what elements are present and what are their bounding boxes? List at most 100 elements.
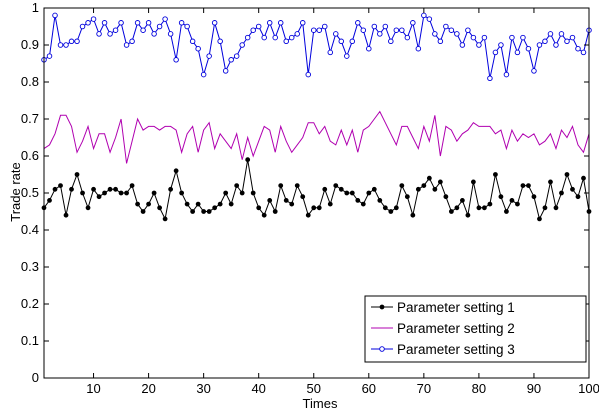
data-point-s1 (74, 172, 80, 177)
data-point-s3 (101, 20, 108, 26)
data-point-s3 (465, 27, 471, 33)
data-point-s1 (157, 205, 163, 211)
data-point-s3 (542, 38, 548, 45)
plot-marks (41, 12, 592, 222)
data-point-s3 (553, 42, 559, 48)
legend-label-3: Parameter setting 3 (397, 342, 515, 357)
data-point-s3 (151, 31, 157, 37)
data-point-s1 (454, 205, 460, 211)
data-point-s1 (261, 212, 267, 218)
data-point-s1 (140, 209, 146, 214)
data-point-s1 (184, 201, 190, 207)
data-point-s1 (476, 205, 482, 211)
y-tick-label: 0.2 (21, 296, 39, 311)
data-point-s3 (525, 45, 532, 52)
data-point-s1 (272, 209, 278, 214)
data-point-s3 (129, 38, 135, 45)
data-point-s1 (256, 205, 262, 211)
data-point-s1 (96, 194, 102, 200)
data-point-s3 (239, 42, 245, 48)
data-point-s1 (371, 186, 377, 192)
y-tick-label: 0 (32, 370, 39, 385)
data-point-s1 (344, 190, 350, 196)
data-point-s3 (448, 27, 455, 33)
data-point-s3 (481, 34, 488, 41)
data-point-s3 (96, 31, 102, 37)
data-point-s1 (316, 205, 322, 211)
series-line-3 (43, 14, 590, 79)
data-point-s1 (63, 212, 69, 218)
data-point-s1 (47, 198, 52, 203)
data-point-s1 (443, 194, 449, 200)
data-point-s1 (305, 212, 311, 218)
data-point-s3 (200, 71, 207, 78)
data-point-s3 (112, 27, 119, 33)
data-point-s3 (79, 23, 86, 30)
data-point-s3 (156, 23, 163, 30)
data-point-s3 (558, 31, 565, 37)
data-point-s3 (333, 31, 339, 37)
data-point-s3 (520, 34, 526, 41)
data-point-s3 (575, 45, 581, 52)
data-point-s3 (536, 42, 543, 48)
data-point-s3 (167, 31, 174, 37)
data-point-s1 (135, 201, 140, 207)
data-point-s3 (288, 34, 295, 41)
data-point-s3 (305, 71, 311, 78)
data-point-s1 (487, 201, 493, 207)
data-point-s3 (189, 38, 196, 45)
data-point-s3 (377, 31, 383, 37)
y-tick-label: 0.4 (21, 222, 39, 237)
data-point-s3 (173, 57, 179, 63)
data-point-s3 (118, 20, 124, 26)
y-tick-label: 0.7 (21, 111, 39, 126)
data-point-s3 (531, 68, 537, 74)
data-point-s1 (504, 209, 509, 214)
legend-marker-3 (379, 346, 385, 352)
data-point-s1 (190, 209, 196, 214)
data-point-s3 (107, 31, 113, 37)
x-tick-label: 10 (86, 381, 100, 396)
data-point-s3 (322, 23, 328, 30)
data-point-s3 (360, 27, 367, 33)
data-point-s1 (482, 205, 487, 211)
data-point-s1 (426, 175, 432, 181)
data-point-s1 (228, 201, 234, 207)
data-point-s1 (69, 186, 74, 192)
data-point-s1 (393, 205, 399, 211)
data-point-s1 (267, 198, 273, 203)
x-tick-label: 90 (527, 381, 541, 396)
data-point-s1 (520, 183, 526, 189)
data-point-s1 (570, 186, 575, 192)
data-point-s3 (266, 20, 273, 26)
data-point-s3 (327, 49, 334, 56)
series-line-1 (43, 159, 590, 221)
data-point-s3 (498, 42, 504, 48)
y-tick-label: 0.6 (21, 148, 39, 163)
data-point-s3 (63, 42, 69, 48)
data-point-s3 (46, 53, 53, 59)
data-point-s3 (426, 16, 433, 22)
data-point-s1 (294, 183, 300, 189)
data-point-s3 (299, 20, 306, 26)
data-point-s1 (223, 190, 229, 196)
data-point-s1 (107, 186, 113, 192)
data-point-s3 (404, 34, 411, 41)
data-point-s3 (123, 42, 130, 48)
data-point-s3 (90, 16, 97, 22)
data-point-s1 (432, 186, 438, 192)
data-point-s1 (382, 205, 388, 211)
data-point-s3 (228, 57, 234, 63)
data-point-s1 (437, 179, 443, 185)
data-point-s1 (459, 198, 465, 203)
data-point-s3 (393, 27, 400, 33)
data-point-s1 (250, 190, 256, 196)
y-axis-label: Trade rate (8, 162, 23, 222)
data-point-s1 (206, 209, 212, 214)
data-point-s1 (355, 198, 361, 203)
data-point-s3 (85, 20, 91, 26)
data-point-s1 (118, 190, 124, 196)
data-point-s3 (233, 53, 240, 59)
data-point-s1 (360, 201, 366, 207)
